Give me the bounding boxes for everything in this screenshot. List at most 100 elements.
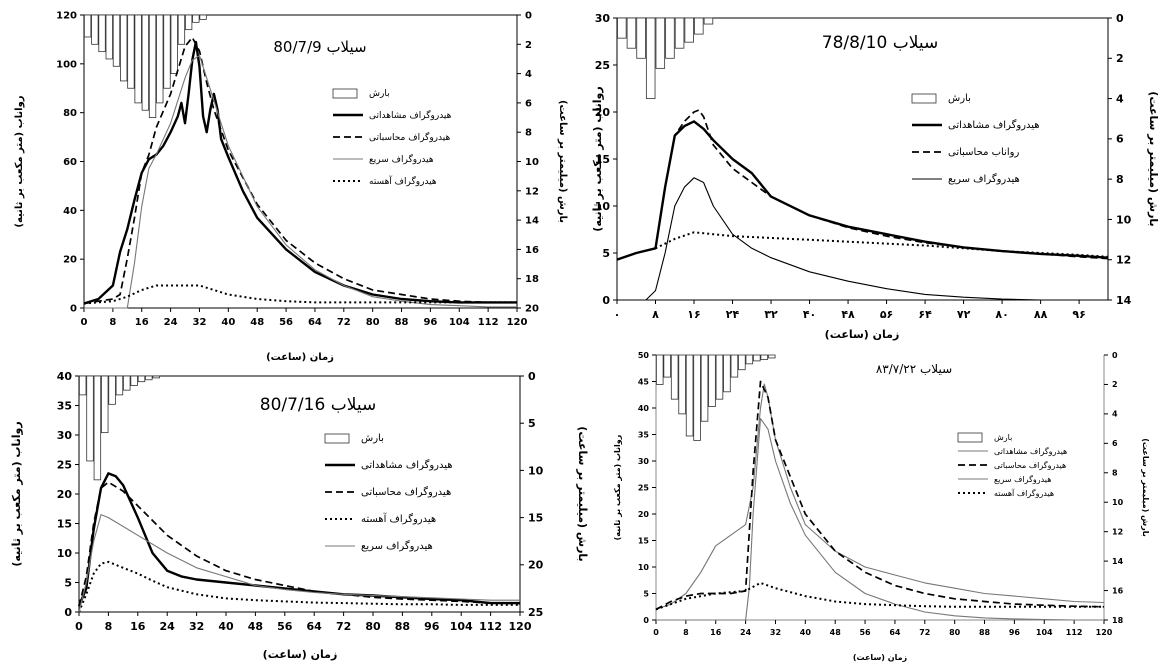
legend-label: هیدروگراف محاسباتی	[369, 131, 450, 143]
x-axis-label: زمان (ساعت)	[266, 352, 334, 363]
series-line-4	[655, 231, 1109, 258]
y2-tick-label: 8	[1112, 469, 1118, 478]
y-tick-label: 25	[57, 458, 72, 471]
plot-frame	[616, 17, 1109, 301]
x-tick-label: 64	[307, 620, 323, 633]
y2-tick-label: 8	[1116, 173, 1124, 186]
rain-bar	[693, 354, 701, 441]
rain-bar	[148, 14, 157, 118]
x-tick-label: 40	[800, 628, 812, 637]
x-tick-label: ۷۲	[957, 308, 971, 321]
x-tick-label: 48	[248, 620, 263, 633]
rain-bar	[141, 14, 149, 111]
rain-bar	[678, 354, 686, 415]
rain-bar	[152, 375, 160, 379]
x-tick-label: 96	[423, 317, 437, 328]
legend-label: هیدروگراف سریع	[361, 540, 433, 552]
x-tick-label: 56	[277, 620, 293, 633]
rain-bar	[108, 375, 116, 405]
rain-bar	[636, 17, 646, 59]
rain-bar	[86, 375, 94, 462]
y2-tick-label: 25	[528, 606, 543, 619]
y-tick-label: 15	[638, 536, 650, 545]
rain-bar	[101, 375, 109, 434]
rain-bar	[626, 17, 637, 49]
y-tick-label: 0	[643, 616, 649, 625]
x-tick-label: 88	[395, 317, 409, 328]
x-tick-label: ۴۸	[841, 308, 855, 321]
chart-3: 0 8 16 24 32 40 48 56 64 72 80 88 96 104 112 120 0 5 10 15 2…	[10, 370, 589, 661]
rain-bar	[184, 14, 193, 31]
x-tick-label: 64	[889, 628, 901, 637]
y-tick-label: 35	[57, 399, 72, 412]
x-axis-label: زمان (ساعت)	[825, 328, 900, 341]
chart-2: ۰ ۸ ۱۶ ۲۴ ۳۲ ۴۰ ۴۸ ۵۶ ۶۴ ۷۲ ۸۰ ۸۸ ۹۶ 0 5 10 15 20 25 30 0 2 4 6…	[591, 12, 1158, 341]
y-tick-label: 5	[602, 247, 610, 260]
x-tick-label: 0	[653, 628, 659, 637]
y2-tick-label: 6	[1112, 439, 1118, 448]
y-tick-label: 35	[638, 430, 650, 439]
y2-tick-label: 18	[525, 274, 539, 285]
y2-tick-label: 0	[525, 11, 532, 22]
x-tick-label: 16	[130, 620, 146, 633]
rain-bar	[738, 354, 746, 371]
y2-tick-label: 4	[1112, 410, 1118, 419]
y-tick-label: 20	[638, 510, 650, 519]
y2-tick-label: 14	[1116, 294, 1132, 307]
x-tick-label: 8	[109, 317, 116, 328]
x-tick-label: 120	[507, 317, 528, 328]
legend-label: بارش	[369, 89, 390, 99]
x-tick-label: ۴۰	[803, 308, 816, 321]
x-tick-label: 104	[449, 317, 470, 328]
rain-bar	[83, 14, 92, 38]
x-tick-label: ۶۴	[918, 308, 932, 321]
rain-bar	[170, 14, 178, 74]
x-tick-label: 112	[479, 620, 502, 633]
x-tick-label: ۵۶	[880, 308, 893, 321]
rain-bar	[78, 375, 87, 396]
x-tick-label: ۹۶	[1072, 308, 1085, 321]
x-tick-label: ۰	[614, 308, 621, 321]
chart-title: سیلاب 80/7/16	[260, 395, 376, 415]
legend-label: هیدروگراف سریع	[994, 474, 1051, 484]
x-tick-label: 104	[1036, 628, 1053, 637]
series-line-4	[83, 284, 517, 305]
y-axis-label: رواناب (متر مکعب بر ثانیه)	[14, 95, 25, 227]
y-axis-label: رواناب (متر مکعب بر ثانیه)	[591, 86, 604, 231]
x-tick-label: 96	[424, 620, 440, 633]
legend-label: رواناب محاسباتی	[948, 147, 1019, 158]
y-tick-label: 20	[57, 488, 73, 501]
rain-bar	[700, 354, 709, 422]
series-line-3	[78, 560, 520, 613]
y-tick-label: 100	[56, 59, 77, 70]
x-tick-label: 32	[770, 628, 781, 637]
rain-bar	[93, 375, 102, 481]
y-tick-label: 25	[595, 59, 610, 72]
legend-label: بارش	[361, 433, 384, 444]
y2-tick-label: 20	[525, 304, 539, 315]
y2-tick-label: 12	[1112, 527, 1123, 536]
legend-label: هیدروگراف مشاهداتی	[369, 109, 452, 121]
x-tick-label: 0	[81, 317, 88, 328]
x-tick-label: ۲۴	[726, 308, 740, 321]
rain-bar	[655, 17, 666, 69]
x-tick-label: 80	[949, 628, 961, 637]
rain-bar	[767, 354, 776, 359]
x-tick-label: 24	[164, 317, 178, 328]
legend-label: هیدروگراف آهسته	[361, 512, 436, 525]
y-tick-label: 15	[595, 153, 610, 166]
x-tick-label: 48	[830, 628, 842, 637]
rain-bar	[665, 17, 675, 59]
rain-bar	[163, 14, 171, 89]
series-line-2	[78, 481, 521, 607]
y-tick-label: 40	[63, 206, 77, 217]
y-tick-label: 0	[64, 606, 72, 619]
x-axis-label: زمان (ساعت)	[853, 653, 908, 662]
y-tick-label: 5	[643, 589, 649, 598]
chart-title: سیلاب ۸۳/۷/۲۲	[876, 362, 952, 376]
y2-tick-label: 6	[1116, 133, 1124, 146]
y-axis-label: رواناب (متر مکعب بر ثانیه)	[10, 421, 23, 566]
series-line-1	[77, 472, 520, 607]
series-line-3	[645, 177, 1108, 301]
